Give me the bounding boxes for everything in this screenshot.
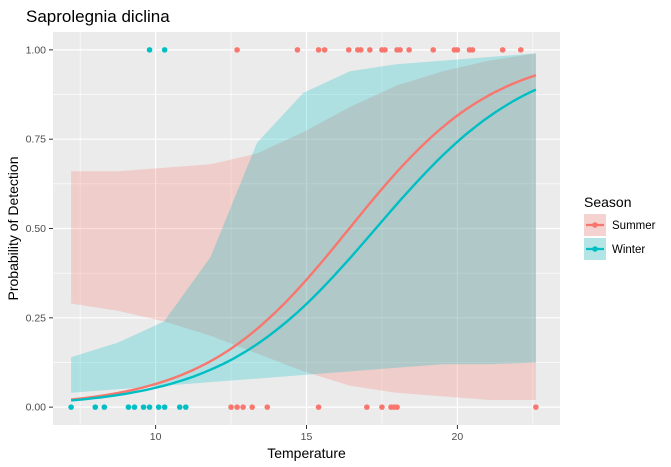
point-summer xyxy=(234,404,240,410)
point-winter xyxy=(155,404,162,410)
point-summer xyxy=(499,47,506,53)
point-winter xyxy=(140,404,147,410)
ci-ribbon-winter xyxy=(71,53,536,393)
point-winter xyxy=(161,47,168,53)
x-tick-label: 15 xyxy=(301,431,313,443)
point-summer xyxy=(315,404,322,410)
point-summer xyxy=(379,404,385,410)
legend: Season Summer Winter xyxy=(584,194,656,260)
legend-label-winter: Winter xyxy=(612,244,645,256)
ci-ribbon-summer xyxy=(71,53,536,401)
point-summer xyxy=(469,47,476,53)
point-summer xyxy=(406,47,412,53)
point-summer xyxy=(397,47,403,53)
x-tick-label: 20 xyxy=(452,431,464,443)
y-tick-label: 0.75 xyxy=(26,134,47,146)
point-summer xyxy=(321,47,328,53)
point-summer xyxy=(345,47,352,53)
y-axis-title: Probability of Detection xyxy=(5,157,21,301)
chart-title: Saprolegnia diclina xyxy=(26,7,170,26)
x-tick-label: 10 xyxy=(150,431,162,443)
point-summer xyxy=(533,404,539,410)
point-summer xyxy=(394,404,400,410)
y-axis: 0.00 0.25 0.50 0.75 1.00 xyxy=(26,44,53,414)
point-summer xyxy=(228,404,234,410)
fit-line-summer xyxy=(70,74,537,401)
y-tick-label: 1.00 xyxy=(26,44,47,56)
fit-lines xyxy=(70,74,537,402)
y-tick-label: 0.50 xyxy=(26,223,47,235)
x-axis: 10 15 20 xyxy=(150,425,464,443)
point-winter xyxy=(68,404,74,410)
point-summer xyxy=(430,47,437,53)
point-winter xyxy=(92,404,99,410)
point-winter xyxy=(146,47,153,53)
point-summer xyxy=(249,404,255,410)
point-winter xyxy=(146,404,153,410)
point-summer xyxy=(364,404,370,410)
point-summer xyxy=(234,47,240,53)
point-winter xyxy=(176,404,183,410)
point-winter xyxy=(101,404,108,410)
legend-title: Season xyxy=(584,194,631,210)
point-summer xyxy=(358,47,364,53)
fit-line-winter xyxy=(70,88,537,402)
point-summer xyxy=(367,47,373,53)
point-summer xyxy=(315,47,322,53)
x-axis-title: Temperature xyxy=(267,445,346,461)
point-summer xyxy=(240,404,246,410)
point-summer xyxy=(382,47,388,53)
grid-major xyxy=(53,32,560,425)
data-points xyxy=(68,47,539,410)
point-summer xyxy=(454,47,461,53)
point-winter xyxy=(131,404,138,410)
point-winter xyxy=(182,404,189,410)
point-summer xyxy=(517,47,524,53)
y-tick-label: 0.25 xyxy=(26,312,47,324)
y-tick-label: 0.00 xyxy=(26,402,47,414)
legend-key-point xyxy=(592,246,598,252)
point-summer xyxy=(264,404,271,410)
legend-label-summer: Summer xyxy=(612,220,656,232)
point-winter xyxy=(161,404,168,410)
point-winter xyxy=(125,404,132,410)
point-summer xyxy=(294,47,301,53)
confidence-ribbons xyxy=(71,53,536,401)
legend-key-point xyxy=(592,222,598,228)
